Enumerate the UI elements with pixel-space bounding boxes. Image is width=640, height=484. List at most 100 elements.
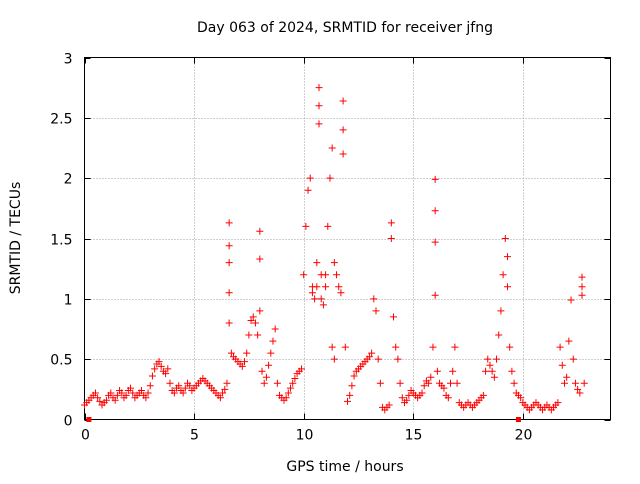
data-point xyxy=(567,296,575,304)
data-point xyxy=(387,235,395,242)
data-point xyxy=(447,379,455,387)
y-tick-label: 2 xyxy=(64,172,73,188)
data-point xyxy=(387,219,395,227)
data-point xyxy=(339,97,347,105)
data-point xyxy=(488,367,496,375)
data-point xyxy=(249,313,257,321)
data-point xyxy=(322,283,330,291)
data-point xyxy=(319,301,327,309)
data-point xyxy=(302,222,310,230)
data-point xyxy=(508,367,516,375)
data-point xyxy=(425,379,433,387)
y-tick-label: 0 xyxy=(64,414,73,430)
grid-lines xyxy=(84,57,611,420)
data-point xyxy=(506,343,514,351)
data-point xyxy=(431,207,439,215)
data-point xyxy=(225,319,233,327)
axis-ticks: 0 5 10 15 20 0 0.5 1 1.5 2 2.5 3 xyxy=(50,52,611,444)
data-point xyxy=(429,343,437,351)
chart-title: Day 063 of 2024, SRMTID for receiver jfn… xyxy=(197,20,493,36)
data-point xyxy=(339,126,347,134)
data-point xyxy=(576,389,584,397)
data-point xyxy=(370,295,378,303)
data-point xyxy=(223,379,231,387)
data-point xyxy=(146,382,154,390)
data-point xyxy=(225,242,233,250)
data-point xyxy=(405,391,413,399)
data-point xyxy=(558,361,566,369)
data-point xyxy=(433,367,441,375)
data-point xyxy=(317,295,325,303)
data-point xyxy=(271,325,279,333)
data-point xyxy=(385,401,393,409)
data-point xyxy=(122,391,130,399)
y-tick-label: 1.5 xyxy=(50,233,72,249)
data-point xyxy=(164,365,172,373)
data-point xyxy=(129,389,137,397)
gap-marker xyxy=(86,417,92,422)
data-point xyxy=(503,253,511,261)
x-tick-label: 15 xyxy=(405,428,423,444)
y-tick-label: 2.5 xyxy=(50,112,72,128)
data-point xyxy=(486,361,494,369)
data-point xyxy=(368,349,376,357)
data-point xyxy=(113,391,121,399)
data-point xyxy=(556,343,564,351)
gap-markers xyxy=(86,417,521,422)
data-point xyxy=(245,331,253,339)
data-point xyxy=(238,362,246,370)
data-point xyxy=(111,396,119,404)
data-point xyxy=(574,385,582,393)
x-tick-label: 10 xyxy=(296,428,314,444)
data-point xyxy=(282,394,290,402)
data-point xyxy=(431,291,439,299)
data-point xyxy=(300,271,308,279)
data-point xyxy=(256,307,264,315)
data-point xyxy=(273,379,281,387)
data-point xyxy=(225,219,233,227)
data-point xyxy=(151,365,159,373)
data-point xyxy=(453,379,461,387)
data-point xyxy=(315,120,323,128)
data-point xyxy=(269,337,277,345)
data-point xyxy=(324,222,332,230)
data-point xyxy=(256,227,264,235)
data-point xyxy=(94,394,102,402)
data-point xyxy=(118,389,126,397)
data-point xyxy=(376,379,384,387)
data-point xyxy=(322,271,330,279)
data-point xyxy=(308,289,316,297)
data-point xyxy=(449,367,457,375)
data-point xyxy=(96,397,104,405)
data-point xyxy=(431,238,439,246)
data-point xyxy=(330,355,338,363)
data-point xyxy=(240,358,248,366)
data-point xyxy=(148,372,156,380)
data-point xyxy=(479,391,487,399)
data-point xyxy=(427,373,435,381)
data-point xyxy=(179,389,187,397)
data-point xyxy=(251,319,259,327)
data-point xyxy=(499,271,507,279)
x-axis-label: GPS time / hours xyxy=(286,459,403,475)
data-point xyxy=(431,175,439,183)
data-point xyxy=(157,362,165,370)
data-point xyxy=(225,289,233,297)
data-point xyxy=(490,373,498,381)
data-point xyxy=(392,343,400,351)
data-point xyxy=(175,382,183,390)
data-point xyxy=(560,379,568,387)
data-point xyxy=(127,384,135,392)
data-point xyxy=(315,84,323,92)
data-point xyxy=(227,349,235,357)
data-point xyxy=(372,307,380,315)
data-point xyxy=(256,255,264,263)
data-point xyxy=(216,394,224,402)
data-point xyxy=(396,379,404,387)
data-point xyxy=(306,174,314,182)
data-point xyxy=(284,389,292,397)
data-point xyxy=(265,361,273,369)
data-point xyxy=(346,391,354,399)
